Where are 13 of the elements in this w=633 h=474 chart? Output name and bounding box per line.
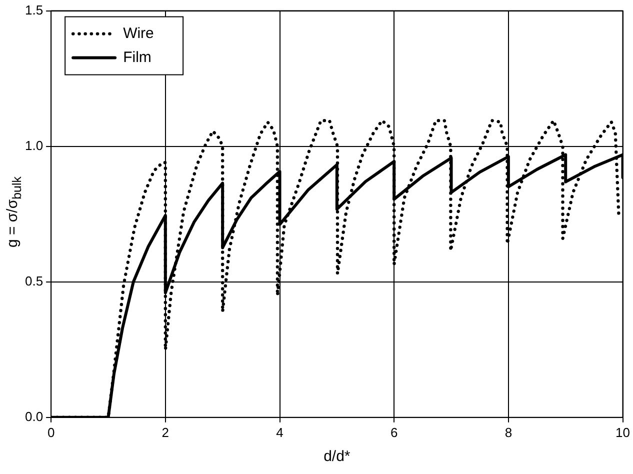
- y-tick-label: 0.5: [24, 273, 44, 288]
- legend-label: Wire: [123, 24, 154, 42]
- y-tick-label: 1.5: [24, 2, 44, 18]
- x-tick-label: 2: [162, 424, 170, 440]
- x-tick-label: 6: [390, 424, 398, 440]
- y-tick-label: 1.0: [24, 138, 44, 153]
- x-tick-label: 4: [276, 424, 284, 440]
- y-tick-label: 0.0: [24, 408, 44, 424]
- legend-label: Film: [123, 48, 152, 66]
- x-axis-title: d/d*: [324, 448, 350, 466]
- x-tick-label: 0: [47, 424, 55, 440]
- x-tick-label: 8: [504, 424, 512, 440]
- x-tick-label: 10: [616, 424, 630, 440]
